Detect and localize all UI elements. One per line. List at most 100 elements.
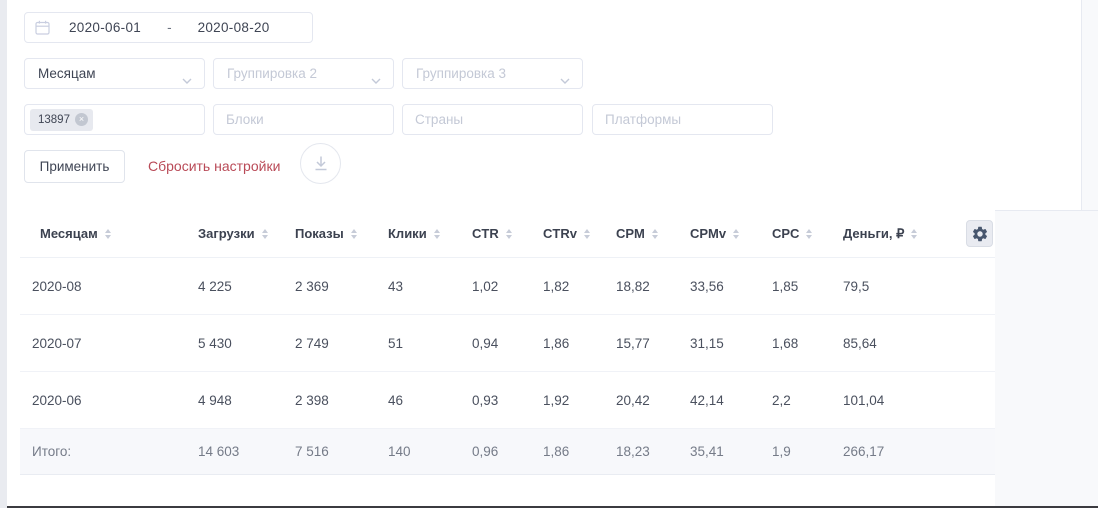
money-cell: 85,64 — [843, 335, 877, 351]
col-header-cpmv[interactable]: CPMv — [678, 226, 760, 241]
col-label: CTR — [472, 226, 499, 241]
table-header-row: Месяцам Загрузки Показы Клики CTR CTRv C… — [20, 210, 995, 258]
col-header-cpm[interactable]: CPM — [604, 226, 678, 241]
table-cell: 15,77 — [616, 335, 650, 351]
col-label: Показы — [295, 226, 344, 241]
table-cell: 2020-07 — [32, 335, 82, 351]
table-cell: 1,68 — [772, 335, 799, 351]
calendar-icon — [35, 20, 50, 35]
chevron-down-icon — [371, 72, 381, 87]
select-grouping-3[interactable]: Группировка 3 — [402, 58, 583, 89]
sort-icon — [733, 228, 740, 239]
select-grouping-1-value: Месяцам — [38, 66, 96, 81]
col-header-money[interactable]: Деньги, ₽ — [831, 226, 935, 242]
col-header-ctrv[interactable]: CTRv — [531, 226, 604, 241]
date-end: 2020-08-20 — [197, 20, 270, 35]
select-grouping-3-placeholder: Группировка 3 — [416, 66, 506, 81]
table-cell: 14 603 — [198, 444, 240, 459]
table-cell: 20,42 — [616, 392, 650, 408]
table-cell: 33,56 — [690, 278, 724, 294]
col-header-cpc[interactable]: CPC — [760, 226, 831, 241]
col-label: CPC — [772, 226, 800, 241]
table-cell: 7 516 — [295, 444, 329, 459]
table-row: 2020-08 4 225 2 369 43 1,02 1,82 18,82 3… — [20, 258, 995, 315]
col-label: Загрузки — [198, 226, 255, 241]
sort-icon — [350, 228, 357, 239]
col-label: Деньги, ₽ — [843, 225, 905, 241]
download-button[interactable] — [300, 143, 341, 184]
table-cell: 1,86 — [543, 335, 570, 351]
sort-icon — [433, 228, 440, 239]
select-grouping-1[interactable]: Месяцам — [24, 58, 205, 89]
sort-icon — [104, 228, 111, 239]
col-header-loads[interactable]: Загрузки — [186, 226, 283, 241]
date-range-separator: - — [167, 20, 172, 35]
table-cell: 2 749 — [295, 335, 329, 351]
col-header-months[interactable]: Месяцам — [20, 226, 186, 241]
chevron-down-icon — [182, 72, 192, 87]
sites-tag-input[interactable]: 13897 × — [24, 104, 205, 135]
chevron-down-icon — [560, 72, 570, 87]
table-cell: 0,94 — [472, 335, 499, 351]
col-label: Месяцам — [40, 226, 98, 241]
apply-button[interactable]: Применить — [24, 150, 125, 183]
stats-table: Месяцам Загрузки Показы Клики CTR CTRv C… — [20, 210, 995, 475]
col-label: CPMv — [690, 226, 727, 241]
table-cell: 18,82 — [616, 278, 650, 294]
col-header-clicks[interactable]: Клики — [376, 226, 460, 241]
table-cell: 31,15 — [690, 335, 724, 351]
remove-tag-icon[interactable]: × — [74, 113, 88, 126]
table-cell: 1,02 — [472, 278, 499, 294]
page-left-gutter — [0, 0, 7, 508]
table-cell: 4 225 — [198, 278, 232, 294]
table-cell: 51 — [388, 335, 404, 351]
sort-icon — [505, 228, 512, 239]
table-cell: 4 948 — [198, 392, 232, 408]
sort-icon — [651, 228, 658, 239]
platforms-input[interactable] — [592, 104, 773, 135]
sort-icon — [583, 228, 590, 239]
table-cell: 2 369 — [295, 278, 329, 294]
table-cell: 0,93 — [472, 392, 499, 408]
table-row: 2020-06 4 948 2 398 46 0,93 1,92 20,42 4… — [20, 372, 995, 429]
totals-row: Итого: 14 603 7 516 140 0,96 1,86 18,23 … — [20, 429, 995, 475]
table-row: 2020-07 5 430 2 749 51 0,94 1,86 15,77 3… — [20, 315, 995, 372]
site-tag-value: 13897 — [38, 113, 70, 126]
right-panel-divider — [1081, 0, 1082, 211]
table-cell: 18,23 — [616, 444, 650, 459]
site-tag-chip: 13897 × — [30, 108, 93, 131]
table-cell: 1,86 — [543, 444, 570, 459]
countries-input[interactable] — [402, 104, 583, 135]
page-background-top-right — [1082, 0, 1098, 211]
select-grouping-2-placeholder: Группировка 2 — [227, 66, 317, 81]
gear-icon — [972, 226, 987, 241]
table-cell: 43 — [388, 278, 404, 294]
sort-icon — [806, 228, 813, 239]
table-cell: 35,41 — [690, 444, 724, 459]
table-cell: 2020-08 — [32, 278, 82, 294]
blocks-input[interactable] — [213, 104, 394, 135]
column-settings-button[interactable] — [966, 220, 993, 247]
col-label: CTRv — [543, 226, 577, 241]
window-bottom-edge — [7, 506, 1098, 508]
date-range-input[interactable]: 2020-06-01 - 2020-08-20 — [24, 12, 313, 43]
col-header-ctr[interactable]: CTR — [460, 226, 531, 241]
money-cell: 79,5 — [843, 278, 870, 294]
sort-icon — [911, 228, 918, 239]
download-icon — [313, 155, 329, 172]
table-cell: 140 — [388, 444, 411, 459]
totals-label: Итого: — [32, 444, 72, 459]
date-start: 2020-06-01 — [69, 20, 142, 35]
table-cell: 2 398 — [295, 392, 329, 408]
table-cell: 266,17 — [843, 444, 885, 459]
select-grouping-2[interactable]: Группировка 2 — [213, 58, 394, 89]
table-cell: 1,85 — [772, 278, 799, 294]
table-cell: 2020-06 — [32, 392, 82, 408]
col-header-shows[interactable]: Показы — [283, 226, 376, 241]
sort-icon — [261, 228, 268, 239]
table-settings-cell — [935, 220, 995, 247]
table-cell: 5 430 — [198, 335, 232, 351]
col-label: Клики — [388, 226, 427, 241]
money-cell: 101,04 — [843, 392, 885, 408]
reset-settings-link[interactable]: Сбросить настройки — [148, 158, 281, 174]
